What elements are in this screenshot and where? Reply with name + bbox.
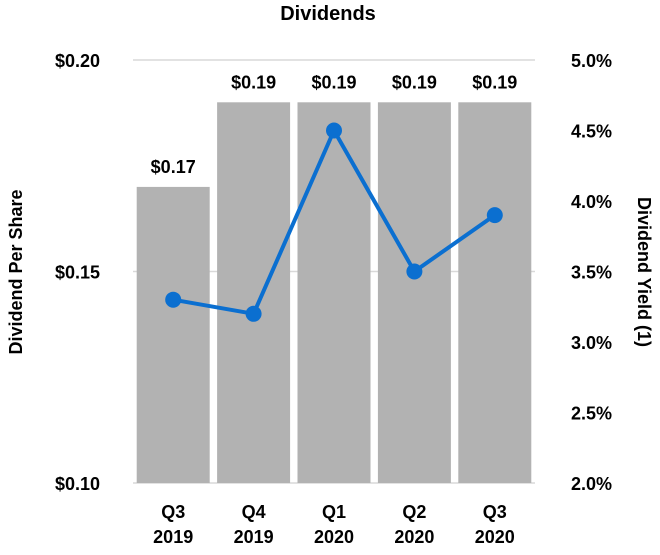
bar — [136, 186, 210, 483]
chart-title: Dividends — [280, 3, 376, 25]
bar-data-label: $0.19 — [231, 72, 276, 92]
y-tick-label: $0.15 — [55, 263, 100, 283]
y-axis-label: Dividend Per Share — [6, 189, 26, 354]
x-tick-label: 2020 — [314, 527, 354, 547]
bar — [297, 102, 371, 484]
y2-tick-label: 4.5% — [571, 122, 612, 142]
y2-tick-label: 3.0% — [571, 333, 612, 353]
yield-point — [486, 207, 503, 224]
bar-data-label: $0.17 — [151, 157, 196, 177]
bar — [458, 102, 532, 484]
yield-point — [245, 305, 262, 322]
yield-point — [165, 291, 182, 308]
y2-tick-label: 3.5% — [571, 263, 612, 283]
x-tick-label: Q3 — [483, 502, 507, 522]
x-tick-label: 2020 — [394, 527, 434, 547]
y2-tick-label: 5.0% — [571, 51, 612, 71]
y-tick-label: $0.20 — [55, 51, 100, 71]
x-tick-label: Q4 — [242, 502, 266, 522]
yield-point — [326, 122, 342, 139]
x-tick-label: 2019 — [153, 527, 193, 547]
x-tick-label: Q1 — [322, 502, 346, 522]
x-tick-label: 2020 — [475, 527, 515, 547]
x-tick-label: Q3 — [161, 502, 185, 522]
y-tick-label: $0.10 — [55, 474, 100, 494]
bar-data-label: $0.19 — [392, 72, 437, 92]
bar — [377, 102, 451, 484]
yield-point — [406, 263, 423, 280]
bar — [217, 102, 291, 484]
y2-tick-label: 4.0% — [571, 192, 612, 212]
bar-data-label: $0.19 — [311, 72, 356, 92]
bar-data-label: $0.19 — [472, 72, 517, 92]
y2-axis-label: Dividend Yield (1) — [634, 197, 654, 347]
x-tick-label: Q2 — [402, 502, 426, 522]
y2-tick-label: 2.0% — [571, 474, 612, 494]
x-tick-label: 2019 — [234, 527, 274, 547]
y2-tick-label: 2.5% — [571, 404, 612, 424]
